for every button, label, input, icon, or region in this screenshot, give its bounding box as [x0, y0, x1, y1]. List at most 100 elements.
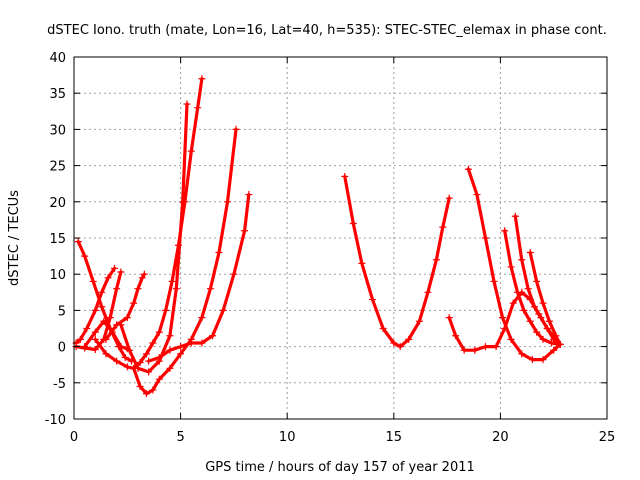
x-tick-label: 25 — [599, 430, 616, 445]
grid — [74, 57, 607, 419]
x-tick-label: 5 — [176, 430, 184, 445]
data-point — [134, 285, 142, 293]
series-pass-1 — [72, 264, 119, 347]
data-point — [102, 335, 110, 343]
data-point — [113, 285, 121, 293]
data-point — [100, 317, 108, 325]
data-point — [91, 335, 99, 343]
data-point — [481, 234, 489, 242]
data-point — [507, 263, 515, 271]
data-point — [102, 350, 110, 358]
data-point — [125, 346, 133, 354]
data-point — [74, 238, 82, 246]
data-point — [183, 100, 191, 108]
data-point — [232, 125, 240, 133]
x-tick-label: 20 — [492, 430, 509, 445]
data-point — [104, 274, 112, 282]
x-tick-label: 0 — [70, 430, 78, 445]
data-point — [117, 268, 125, 276]
data-point — [166, 364, 174, 372]
series-line — [76, 240, 134, 363]
data-point — [198, 314, 206, 322]
data-point — [206, 285, 214, 293]
data-point — [81, 252, 89, 260]
data-point — [405, 335, 413, 343]
y-tick-label: -5 — [53, 377, 66, 392]
data-point — [481, 343, 489, 351]
data-point — [439, 223, 447, 231]
data-point — [179, 198, 187, 206]
series-line — [466, 167, 562, 362]
series-line — [93, 77, 204, 370]
data-point — [533, 328, 541, 336]
data-point — [117, 321, 125, 329]
series-pass-9 — [145, 191, 253, 365]
data-point — [556, 340, 564, 348]
y-tick-label: 5 — [58, 304, 66, 319]
data-point — [91, 345, 99, 353]
data-point — [155, 328, 163, 336]
y-tick-label: 20 — [49, 196, 66, 211]
series-line — [147, 193, 251, 363]
series-line — [513, 214, 562, 346]
data-point — [539, 299, 547, 307]
data-point — [511, 212, 519, 220]
data-point — [539, 335, 547, 343]
series-pass-7 — [117, 100, 191, 376]
data-point — [76, 335, 84, 343]
data-point — [499, 314, 507, 322]
data-point — [415, 317, 423, 325]
data-point — [524, 285, 532, 293]
data-point — [145, 357, 153, 365]
data-point — [445, 194, 453, 202]
y-tick-label: 30 — [49, 123, 66, 138]
data-point — [526, 317, 534, 325]
data-point — [501, 227, 509, 235]
data-point — [177, 343, 185, 351]
data-point — [155, 353, 163, 361]
x-tick-label: 15 — [386, 430, 403, 445]
data-point — [219, 306, 227, 314]
data-point — [136, 382, 144, 390]
data-point — [548, 339, 556, 347]
x-tick-label: 10 — [279, 430, 296, 445]
data-point — [241, 227, 249, 235]
y-axis-title: dSTEC / TECUs — [7, 190, 22, 286]
series-pass-6 — [91, 75, 206, 372]
data-point — [341, 172, 349, 180]
data-point — [136, 359, 144, 367]
data-point — [138, 274, 146, 282]
data-point — [245, 191, 253, 199]
data-point — [123, 363, 131, 371]
data-point — [543, 325, 551, 332]
data-point — [520, 306, 528, 314]
data-point — [98, 303, 106, 311]
data-point — [168, 277, 176, 285]
y-tick-label: -10 — [45, 413, 66, 428]
data-point — [81, 343, 89, 351]
y-tick-label: 35 — [49, 87, 66, 102]
data-point — [166, 332, 174, 340]
data-point — [349, 220, 357, 228]
data-point — [460, 346, 468, 354]
data-point — [552, 332, 560, 340]
data-point — [432, 256, 440, 264]
data-point — [545, 317, 553, 325]
data-point — [526, 248, 534, 256]
data-point — [379, 325, 387, 332]
data-point — [121, 353, 129, 361]
data-point — [209, 332, 217, 340]
data-point — [471, 346, 479, 354]
data-point — [390, 339, 398, 347]
data-point — [452, 332, 460, 340]
data-point — [91, 328, 99, 336]
data-point — [149, 339, 157, 347]
data-point — [445, 314, 453, 322]
chart-title: dSTEC Iono. truth (mate, Lon=16, Lat=40,… — [47, 23, 607, 38]
data-point — [531, 303, 539, 311]
data-point — [528, 356, 536, 364]
data-point — [537, 314, 545, 322]
series-line — [528, 250, 562, 346]
data-point — [98, 288, 106, 296]
